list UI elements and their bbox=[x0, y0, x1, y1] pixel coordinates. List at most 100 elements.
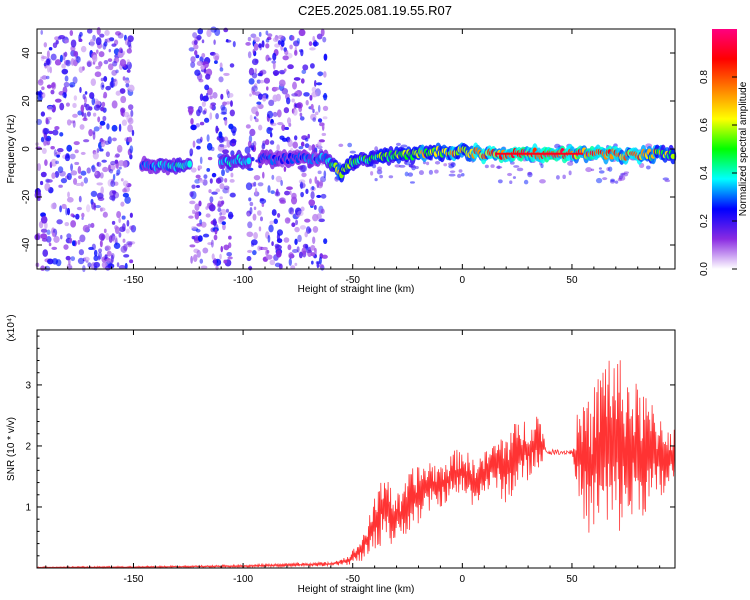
noise-speckle bbox=[227, 256, 233, 260]
noise-speckle bbox=[294, 226, 300, 233]
noise-speckle bbox=[210, 239, 214, 248]
noise-speckle bbox=[257, 182, 264, 187]
noise-speckle bbox=[249, 201, 254, 207]
ridge-halo bbox=[443, 163, 448, 167]
noise-speckle bbox=[201, 39, 205, 44]
noise-speckle bbox=[205, 73, 211, 80]
noise-speckle bbox=[219, 62, 223, 69]
noise-speckle bbox=[213, 257, 217, 266]
noise-speckle bbox=[249, 93, 252, 97]
noise-speckle bbox=[111, 137, 117, 142]
colorbar-gradient bbox=[712, 29, 737, 269]
noise-speckle bbox=[252, 90, 256, 96]
noise-speckle bbox=[214, 55, 219, 61]
y-tick-label: 3 bbox=[25, 380, 31, 391]
noise-speckle bbox=[284, 49, 289, 56]
noise-speckle bbox=[108, 37, 115, 42]
noise-speckle bbox=[113, 242, 121, 249]
noise-speckle bbox=[76, 206, 82, 211]
noise-speckle bbox=[232, 130, 236, 136]
noise-speckle bbox=[206, 142, 213, 151]
noise-speckle bbox=[191, 235, 195, 240]
noise-speckle bbox=[61, 68, 69, 75]
noise-speckle bbox=[292, 249, 299, 254]
noise-speckle bbox=[126, 69, 131, 73]
colorbar-tick-label: 0.6 bbox=[699, 118, 710, 132]
noise-speckle bbox=[211, 172, 217, 178]
noise-speckle bbox=[211, 191, 218, 195]
noise-speckle bbox=[206, 167, 211, 172]
noise-speckle bbox=[59, 170, 66, 177]
noise-speckle bbox=[305, 99, 309, 106]
noise-speckle bbox=[228, 242, 232, 249]
ridge-halo bbox=[338, 143, 344, 148]
noise-speckle bbox=[92, 112, 97, 117]
noise-speckle bbox=[284, 190, 290, 196]
noise-speckle bbox=[256, 101, 262, 105]
noise-speckle bbox=[61, 63, 66, 69]
noise-speckle bbox=[317, 104, 321, 113]
noise-speckle bbox=[309, 47, 316, 51]
noise-speckle bbox=[319, 122, 325, 127]
noise-speckle bbox=[196, 145, 201, 150]
noise-speckle bbox=[195, 174, 201, 179]
noise-speckle bbox=[75, 213, 80, 220]
noise-speckle bbox=[323, 238, 328, 245]
noise-speckle bbox=[312, 236, 316, 244]
noise-speckle bbox=[112, 235, 118, 243]
noise-speckle bbox=[45, 236, 52, 243]
noise-speckle bbox=[258, 124, 263, 131]
noise-speckle bbox=[247, 51, 252, 59]
noise-speckle bbox=[247, 221, 253, 229]
noise-speckle bbox=[286, 117, 292, 125]
noise-speckle bbox=[309, 178, 312, 184]
noise-speckle bbox=[120, 95, 127, 104]
noise-speckle bbox=[321, 132, 327, 137]
noise-speckle bbox=[106, 37, 111, 43]
noise-speckle bbox=[126, 59, 131, 65]
noise-speckle bbox=[312, 41, 319, 47]
ridge-halo bbox=[370, 171, 374, 176]
noise-speckle bbox=[130, 109, 134, 118]
noise-speckle bbox=[273, 86, 280, 91]
noise-speckle bbox=[101, 159, 107, 163]
snr-panel: -150 -100 -50 0 50 1 2 3 Height of straight lin… bbox=[6, 314, 676, 595]
noise-speckle bbox=[247, 249, 253, 253]
noise-speckle bbox=[323, 71, 327, 78]
noise-speckle bbox=[305, 137, 309, 142]
noise-speckle bbox=[284, 217, 291, 224]
noise-speckle bbox=[100, 77, 104, 82]
noise-speckle bbox=[275, 175, 282, 183]
noise-speckle bbox=[44, 182, 51, 192]
noise-speckle bbox=[201, 53, 206, 58]
noise-speckle bbox=[223, 259, 228, 264]
noise-speckle bbox=[189, 148, 194, 156]
noise-speckle bbox=[199, 156, 203, 165]
noise-speckle bbox=[191, 184, 196, 189]
noise-speckle bbox=[300, 206, 305, 212]
noise-speckle bbox=[122, 188, 127, 193]
noise-speckle bbox=[305, 249, 312, 254]
noise-speckle bbox=[111, 77, 114, 82]
noise-speckle bbox=[228, 92, 234, 98]
noise-speckle bbox=[300, 49, 304, 57]
noise-speckle bbox=[90, 222, 95, 228]
noise-speckle bbox=[225, 208, 230, 213]
noise-speckle bbox=[320, 208, 325, 215]
noise-speckle bbox=[88, 106, 93, 111]
noise-speckle bbox=[123, 254, 130, 258]
noise-speckle bbox=[117, 160, 125, 167]
noise-speckle bbox=[66, 172, 72, 181]
noise-speckle bbox=[118, 166, 122, 170]
noise-speckle bbox=[40, 228, 48, 233]
noise-speckle bbox=[104, 38, 108, 44]
noise-speckle bbox=[224, 178, 228, 183]
noise-speckle bbox=[310, 252, 316, 257]
noise-speckle bbox=[219, 143, 225, 148]
noise-speckle bbox=[317, 170, 322, 175]
noise-speckle bbox=[229, 178, 235, 183]
noise-speckle bbox=[107, 136, 112, 145]
noise-speckle bbox=[124, 196, 131, 204]
noise-speckle bbox=[207, 156, 213, 161]
x-tick-label: -100 bbox=[233, 275, 253, 286]
